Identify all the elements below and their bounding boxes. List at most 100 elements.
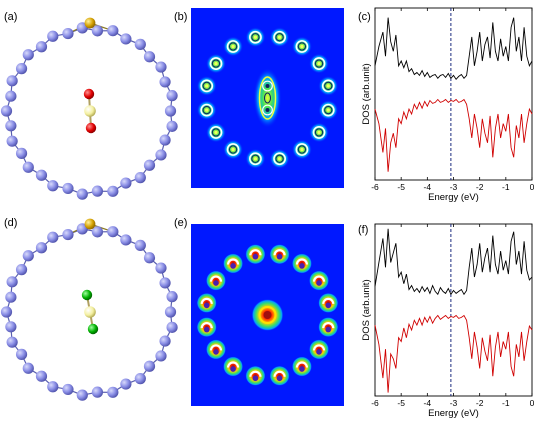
density-blob — [205, 339, 226, 360]
density-blob — [223, 139, 244, 160]
ring-atom — [91, 386, 104, 398]
dos-partial-line — [374, 314, 533, 393]
ring-atom — [91, 25, 104, 37]
molecule-center-atom — [84, 306, 96, 318]
ring-atom — [91, 226, 104, 238]
x-tick-label: -5 — [397, 182, 405, 192]
ring-atom — [143, 360, 156, 372]
ring-atom — [5, 291, 17, 303]
dos-total-line — [374, 17, 533, 81]
x-tick-label: -3 — [450, 398, 458, 408]
x-tick-label: -6 — [371, 182, 379, 192]
ring-atom — [22, 250, 34, 262]
ring-atom — [0, 306, 13, 318]
density-blob — [245, 148, 266, 169]
density-blob — [309, 270, 330, 291]
x-tick-label: 0 — [530, 398, 535, 408]
ring-atom — [76, 389, 88, 401]
ring-atom — [155, 61, 167, 73]
charge-density-map-b — [191, 8, 344, 188]
x-tick-label: -4 — [424, 182, 432, 192]
ring-atom — [15, 348, 28, 360]
ring-atom — [143, 159, 156, 171]
density-blob — [318, 100, 339, 121]
ring-atom — [164, 105, 177, 117]
ring-atom — [120, 177, 132, 189]
density-blob — [223, 356, 244, 377]
ring-atom — [35, 41, 48, 53]
ring-atom — [5, 90, 17, 102]
ring-atom — [134, 373, 146, 385]
density-blob — [291, 356, 312, 377]
gold-atom — [84, 17, 96, 29]
ring-atom — [22, 362, 34, 374]
density-blob — [205, 53, 226, 74]
density-blob — [318, 292, 339, 313]
x-tick-label: -2 — [476, 398, 484, 408]
ring-atom — [6, 75, 18, 87]
ring-atom — [22, 161, 34, 173]
panel-label-d: (d) — [4, 217, 17, 229]
density-blob — [196, 100, 217, 121]
x-tick-label: -1 — [502, 182, 510, 192]
ring-atom — [107, 386, 119, 398]
atomic-ring-structure-d — [0, 218, 178, 401]
ring-atom — [47, 381, 59, 393]
density-blob — [205, 270, 226, 291]
density-blob — [269, 365, 290, 386]
dos-partial-line — [374, 98, 533, 172]
y-axis-label: DOS (arb.unit) — [361, 63, 372, 124]
density-blob — [291, 139, 312, 160]
ring-atom — [0, 105, 13, 117]
ring-atom — [62, 27, 74, 40]
ring-atom — [159, 134, 171, 146]
density-blob — [245, 244, 266, 265]
density-blob — [205, 122, 226, 143]
dos-total-line — [374, 228, 533, 296]
ring-atom — [15, 264, 28, 276]
central-density — [253, 68, 282, 128]
ring-atom — [164, 306, 177, 318]
ring-atom — [6, 276, 18, 288]
ring-atom — [166, 120, 178, 132]
ring-atom — [107, 185, 119, 197]
ring-atom — [62, 182, 74, 195]
ring-atom — [47, 231, 59, 243]
central-density — [251, 299, 284, 331]
dos-chart-f: -6 -5 -4 -3 -2 -1 0 Energy (eV) DOS (arb.unit) — [361, 223, 535, 419]
density-blob — [196, 317, 217, 338]
ring-atom — [62, 228, 74, 241]
density-blob — [309, 122, 330, 143]
density-blob — [223, 36, 244, 57]
ring-atom — [166, 291, 178, 303]
ring-atom — [166, 321, 178, 333]
molecule-center-atom — [84, 105, 96, 117]
ring-atom — [159, 335, 171, 347]
ring-atom — [76, 188, 88, 200]
ring-atom — [22, 49, 34, 61]
ring-atom — [155, 350, 167, 362]
ring-atom — [134, 172, 146, 184]
panel-label-c: (c) — [358, 11, 371, 23]
plot-frame — [374, 223, 533, 397]
ring-atom — [159, 277, 171, 289]
molecule-end-atom — [83, 88, 95, 100]
ring-atom — [91, 185, 104, 197]
ring-atom — [143, 252, 156, 264]
density-blob — [269, 244, 290, 265]
ring-atom — [134, 239, 146, 251]
x-tick-label: -1 — [502, 398, 510, 408]
ring-atom — [155, 149, 167, 161]
density-blob — [245, 365, 266, 386]
density-blob — [291, 253, 312, 274]
ring-atom — [15, 63, 28, 75]
density-blob — [318, 317, 339, 338]
ring-atom — [35, 169, 48, 181]
ring-atom — [143, 51, 156, 63]
ring-atom — [134, 38, 146, 50]
x-tick-label: -6 — [371, 398, 379, 408]
ring-atom — [107, 25, 119, 37]
density-blob — [196, 292, 217, 313]
y-axis-label: DOS (arb.unit) — [361, 279, 372, 340]
